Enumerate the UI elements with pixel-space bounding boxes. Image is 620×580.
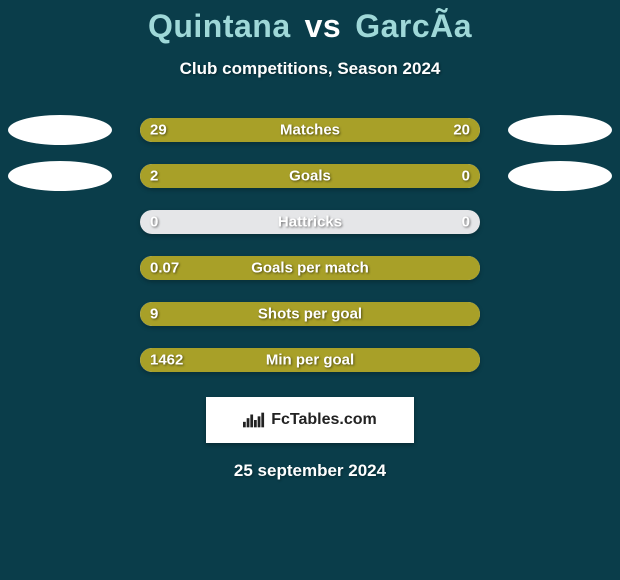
page-title: Quintana vs GarcÃ­a xyxy=(0,0,620,45)
logo-text: FcTables.com xyxy=(271,411,377,429)
comparison-infographic: Quintana vs GarcÃ­a Club competitions, Sea… xyxy=(0,0,620,580)
bar-left-fill xyxy=(140,348,480,372)
bar-right-fill xyxy=(341,118,480,142)
title-vs: vs xyxy=(305,8,342,44)
bar-track: 0 Hattricks 0 xyxy=(140,210,480,234)
date-text: 25 september 2024 xyxy=(0,461,620,481)
title-player2: GarcÃ­a xyxy=(355,8,472,44)
stat-row: 2Goals0 xyxy=(0,153,620,199)
stat-row: 0.07Goals per match xyxy=(0,245,620,291)
stat-label: Hattricks xyxy=(278,214,342,231)
bar-left-fill xyxy=(140,164,402,188)
bar-left-fill xyxy=(140,256,480,280)
player2-avatar xyxy=(508,115,612,145)
logo: FcTables.com xyxy=(243,411,377,429)
player2-avatar xyxy=(508,161,612,191)
stat-row: 0 Hattricks 0 xyxy=(0,199,620,245)
stat-row: 9Shots per goal xyxy=(0,291,620,337)
bar-track: 29Matches20 xyxy=(140,118,480,142)
player1-avatar xyxy=(8,115,112,145)
stat-value-right: 0 xyxy=(462,214,470,231)
logo-box: FcTables.com xyxy=(206,397,414,443)
subtitle: Club competitions, Season 2024 xyxy=(0,59,620,79)
bar-chart-icon xyxy=(243,412,265,428)
bar-track: 9Shots per goal xyxy=(140,302,480,326)
bar-track: 1462Min per goal xyxy=(140,348,480,372)
stat-value-left: 0 xyxy=(150,214,158,231)
comparison-bars: 29Matches20 2Goals0 0 Hattricks 0 0.07Goals p… xyxy=(0,107,620,383)
stat-row: 1462Min per goal xyxy=(0,337,620,383)
bar-left-fill xyxy=(140,118,341,142)
player1-avatar xyxy=(8,161,112,191)
bar-track: 2Goals0 xyxy=(140,164,480,188)
bar-left-fill xyxy=(140,302,480,326)
stat-row: 29Matches20 xyxy=(0,107,620,153)
title-player1: Quintana xyxy=(148,8,291,44)
bar-track: 0.07Goals per match xyxy=(140,256,480,280)
bar-right-fill xyxy=(402,164,480,188)
